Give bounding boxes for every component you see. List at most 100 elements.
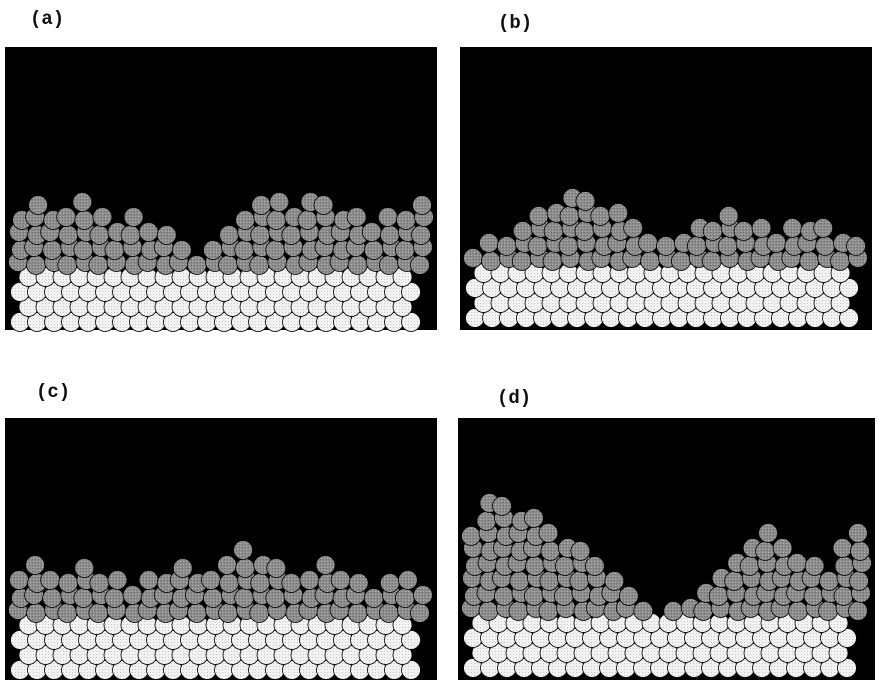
gray-disk (41, 571, 60, 590)
gray-disk (820, 572, 839, 591)
gray-disk (634, 602, 653, 621)
gray-disk (282, 226, 301, 245)
gray-disk (380, 574, 399, 593)
gray-disk (571, 542, 590, 561)
gray-disk (847, 237, 866, 256)
gray-disk (575, 222, 594, 241)
gray-disk (43, 589, 62, 608)
gray-disk (639, 234, 658, 253)
gray-disk (173, 559, 192, 578)
gray-disk (725, 572, 744, 591)
gray-disk (59, 574, 78, 593)
gray-disk (544, 222, 563, 241)
figure: (a) (b) (c) (d) (0, 0, 879, 683)
gray-disk (464, 249, 483, 268)
gray-disk (378, 208, 397, 227)
gray-disk (800, 252, 819, 271)
gray-disk (529, 207, 548, 226)
gray-disk (267, 211, 286, 230)
gray-disk (759, 524, 778, 543)
gray-disk (347, 208, 366, 227)
gray-disk (58, 604, 77, 623)
gray-disk (657, 237, 676, 256)
gray-disk (734, 222, 753, 241)
gray-disk (270, 193, 289, 212)
gray-disk (819, 602, 838, 621)
panel-label: (d) (497, 387, 531, 409)
gray-disk (756, 542, 775, 561)
gray-disk (540, 572, 559, 591)
gray-disk (75, 559, 94, 578)
gray-disk (585, 557, 604, 576)
gray-disk (497, 237, 516, 256)
gray-disk (235, 241, 254, 260)
gray-disk (619, 587, 638, 606)
gray-disk (203, 241, 222, 260)
gray-disk (411, 604, 430, 623)
gray-disk (541, 542, 560, 561)
gray-disk (379, 256, 398, 275)
gray-disk (282, 574, 301, 593)
gray-disk (687, 237, 706, 256)
gray-disk (235, 589, 254, 608)
gray-disk (834, 587, 853, 606)
gray-disk (29, 196, 48, 215)
gray-disk (74, 241, 93, 260)
gray-disk (236, 211, 255, 230)
gray-disk (605, 572, 624, 591)
gray-disk (512, 252, 531, 271)
gray-disk (201, 571, 220, 590)
gray-disk (850, 572, 869, 591)
gray-disk (380, 226, 399, 245)
gray-disk (814, 219, 833, 238)
gray-disk (364, 589, 383, 608)
gray-disk (58, 256, 77, 275)
gray-disk (316, 556, 335, 575)
gray-disk (74, 589, 93, 608)
gray-disk (203, 589, 222, 608)
gray-disk (510, 572, 529, 591)
gray-disk (250, 256, 269, 275)
gray-disk (395, 241, 414, 260)
gray-disk (462, 527, 481, 546)
gray-disk (849, 602, 868, 621)
gray-disk (124, 208, 143, 227)
gray-disk (664, 602, 683, 621)
gray-disk (525, 557, 544, 576)
gray-disk (362, 223, 381, 242)
gray-disk (298, 211, 317, 230)
gray-disk (172, 241, 191, 260)
gray-disk (234, 541, 253, 560)
gray-disk (219, 604, 238, 623)
gray-disk (543, 252, 562, 271)
gray-disk (492, 497, 511, 516)
gray-disk (348, 604, 367, 623)
gray-disk (835, 557, 854, 576)
gray-disk (90, 574, 109, 593)
gray-disk (89, 604, 108, 623)
gray-disk (26, 556, 45, 575)
gray-disk (609, 204, 628, 223)
gray-disk (220, 226, 239, 245)
gray-disk (105, 589, 124, 608)
gray-disk (73, 193, 92, 212)
gray-disk (27, 604, 46, 623)
gray-disk (849, 524, 868, 543)
gray-disk (833, 539, 852, 558)
gray-disk (555, 557, 574, 576)
gray-disk (851, 542, 870, 561)
gray-disk (349, 574, 368, 593)
gray-disk (75, 211, 94, 230)
gray-disk (554, 587, 573, 606)
gray-disk (539, 524, 558, 543)
gray-disk (59, 226, 78, 245)
gray-disk (509, 602, 528, 621)
gray-disk (139, 571, 158, 590)
gray-disk (157, 226, 176, 245)
gray-disk (27, 256, 46, 275)
page: (a) (b) (c) (d) (() => { const data = JS… (0, 0, 879, 683)
gray-disk (570, 572, 589, 591)
gray-disk (220, 574, 239, 593)
gray-disk (413, 196, 432, 215)
gray-disk (187, 256, 206, 275)
